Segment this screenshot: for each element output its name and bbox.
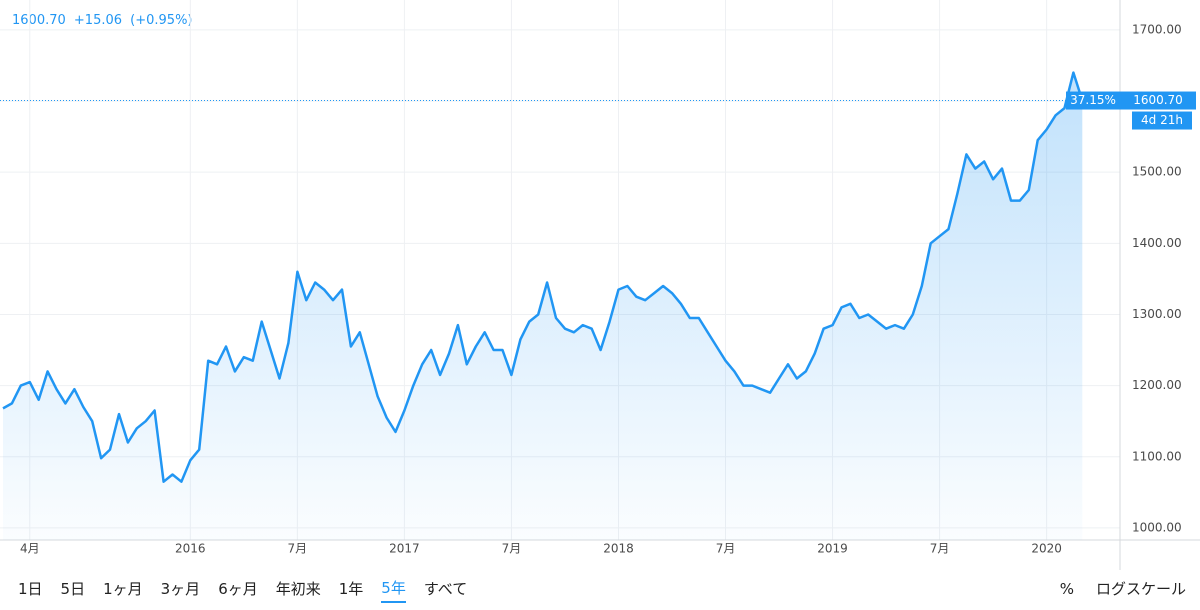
range-button[interactable]: 5年 (381, 577, 406, 603)
x-tick-label: 2017 (389, 542, 420, 556)
x-tick-label: 2018 (603, 542, 634, 556)
area (3, 72, 1083, 540)
range-button[interactable]: 年初来 (275, 580, 321, 598)
percent-button[interactable]: % (1059, 579, 1074, 598)
range-button[interactable]: 3ヶ月 (160, 580, 201, 598)
countdown: 4d 21h (1141, 113, 1183, 127)
range-button[interactable]: 1日 (18, 580, 43, 598)
change: +15.06 (74, 13, 122, 28)
range-button[interactable]: すべて (423, 580, 468, 598)
y-tick-label: 1500.00 (1132, 165, 1182, 179)
y-tick-label: 1300.00 (1132, 307, 1182, 321)
change-pct: (+0.95%) (130, 13, 192, 28)
price-badge (1120, 91, 1196, 110)
y-tick-label: 1200.00 (1132, 378, 1182, 392)
range-button[interactable]: 6ヶ月 (218, 580, 258, 598)
price-line (2, 71, 1084, 483)
header: 1600.70 +15.06 (+0.95%) (12, 13, 193, 28)
y-tick-label: 1700.00 (1132, 22, 1182, 36)
range-button[interactable]: 5日 (60, 580, 86, 598)
log-button[interactable]: ログスケール (1095, 580, 1186, 598)
toolbar: 1日 5日 1ヶ月 3ヶ月 6ヶ月 年初来 1年 5年 すべて% ログスケール (0, 570, 1200, 610)
range-button[interactable]: 1年 (338, 580, 364, 598)
pct-label: 37.15% (1070, 93, 1116, 107)
chart: 1600.70 +15.06 (+0.95%) 1000.00 1100.00 12… (0, 0, 1200, 570)
x-tick-label: 7月 (930, 542, 950, 556)
countdown-badge (1132, 111, 1192, 130)
toolbar-right: % ログスケール (1038, 570, 1186, 610)
y-tick-label: 1100.00 (1132, 449, 1182, 463)
range-button[interactable]: 1ヶ月 (103, 580, 143, 598)
x-tick-label: 2016 (175, 542, 206, 556)
y-tick-label: 1000.00 (1132, 520, 1182, 534)
x-tick-label: 7月 (716, 542, 736, 556)
price: 1600.70 (12, 13, 66, 28)
x-tick-label: 7月 (502, 542, 522, 556)
y-tick-label: 1400.00 (1132, 236, 1182, 250)
x-tick-label: 4月 (20, 542, 40, 556)
x-tick-label: 7月 (288, 542, 308, 556)
x-tick-label: 2019 (817, 542, 848, 556)
pct-badge (1066, 91, 1120, 110)
price-label: 1600.70 (1133, 93, 1183, 107)
x-tick-label: 2020 (1031, 542, 1062, 556)
